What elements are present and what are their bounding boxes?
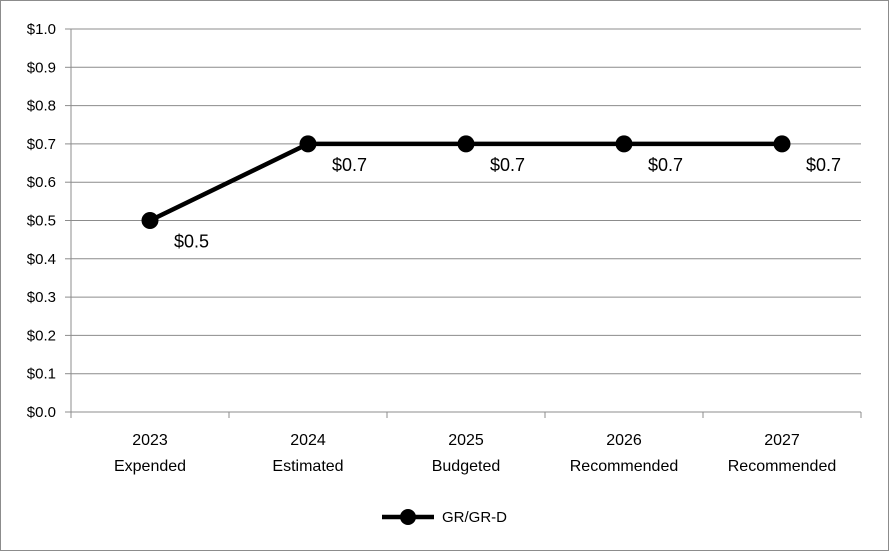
series-markers <box>141 135 791 229</box>
x-category-label: Recommended <box>728 458 837 475</box>
data-label: $0.7 <box>806 155 841 175</box>
y-tick-label: $0.5 <box>27 213 56 230</box>
data-point-marker <box>773 135 791 153</box>
y-tick-label: $0.9 <box>27 59 56 76</box>
x-category-label: 2026 <box>606 432 642 449</box>
data-label: $0.7 <box>332 155 367 175</box>
x-category-label: Recommended <box>570 458 679 475</box>
data-point-marker <box>615 135 633 153</box>
axes <box>65 28 862 418</box>
data-label: $0.7 <box>648 155 683 175</box>
y-tick-label: $0.1 <box>27 366 56 383</box>
x-category-label: Budgeted <box>432 458 501 475</box>
data-labels: $0.5 $0.7 $0.7 $0.7 $0.7 <box>174 155 841 252</box>
x-category-label: Estimated <box>272 458 343 475</box>
gridlines <box>71 28 861 375</box>
legend: GR/GR-D <box>382 509 507 526</box>
data-point-marker <box>299 135 317 153</box>
x-category-label: 2025 <box>448 432 484 449</box>
x-category-label: 2023 <box>132 432 168 449</box>
data-point-marker <box>141 212 159 229</box>
y-tick-label: $0.0 <box>27 404 56 421</box>
legend-label: GR/GR-D <box>442 509 507 526</box>
x-category-label: 2027 <box>764 432 800 449</box>
data-label: $0.7 <box>490 155 525 175</box>
y-tick-label: $0.7 <box>27 136 56 153</box>
data-point-marker <box>457 135 475 153</box>
y-tick-label: $0.2 <box>27 327 56 344</box>
y-tick-label: $0.8 <box>27 98 56 115</box>
x-axis-category-labels: 2023 Expended 2024 Estimated 2025 Budgeted 202… <box>114 432 836 475</box>
y-tick-label: $1.0 <box>27 21 56 38</box>
y-tick-label: $0.6 <box>27 174 56 191</box>
x-category-label: Expended <box>114 458 186 475</box>
y-tick-label: $0.3 <box>27 289 56 306</box>
legend-marker-swatch <box>400 509 416 525</box>
x-category-label: 2024 <box>290 432 326 449</box>
y-tick-label: $0.4 <box>27 251 56 268</box>
y-axis-tick-labels: $0.0 $0.1 $0.2 $0.3 $0.4 $0.5 $0.6 $0.7 $0.8 $0.9… <box>27 21 56 421</box>
data-label: $0.5 <box>174 232 209 252</box>
